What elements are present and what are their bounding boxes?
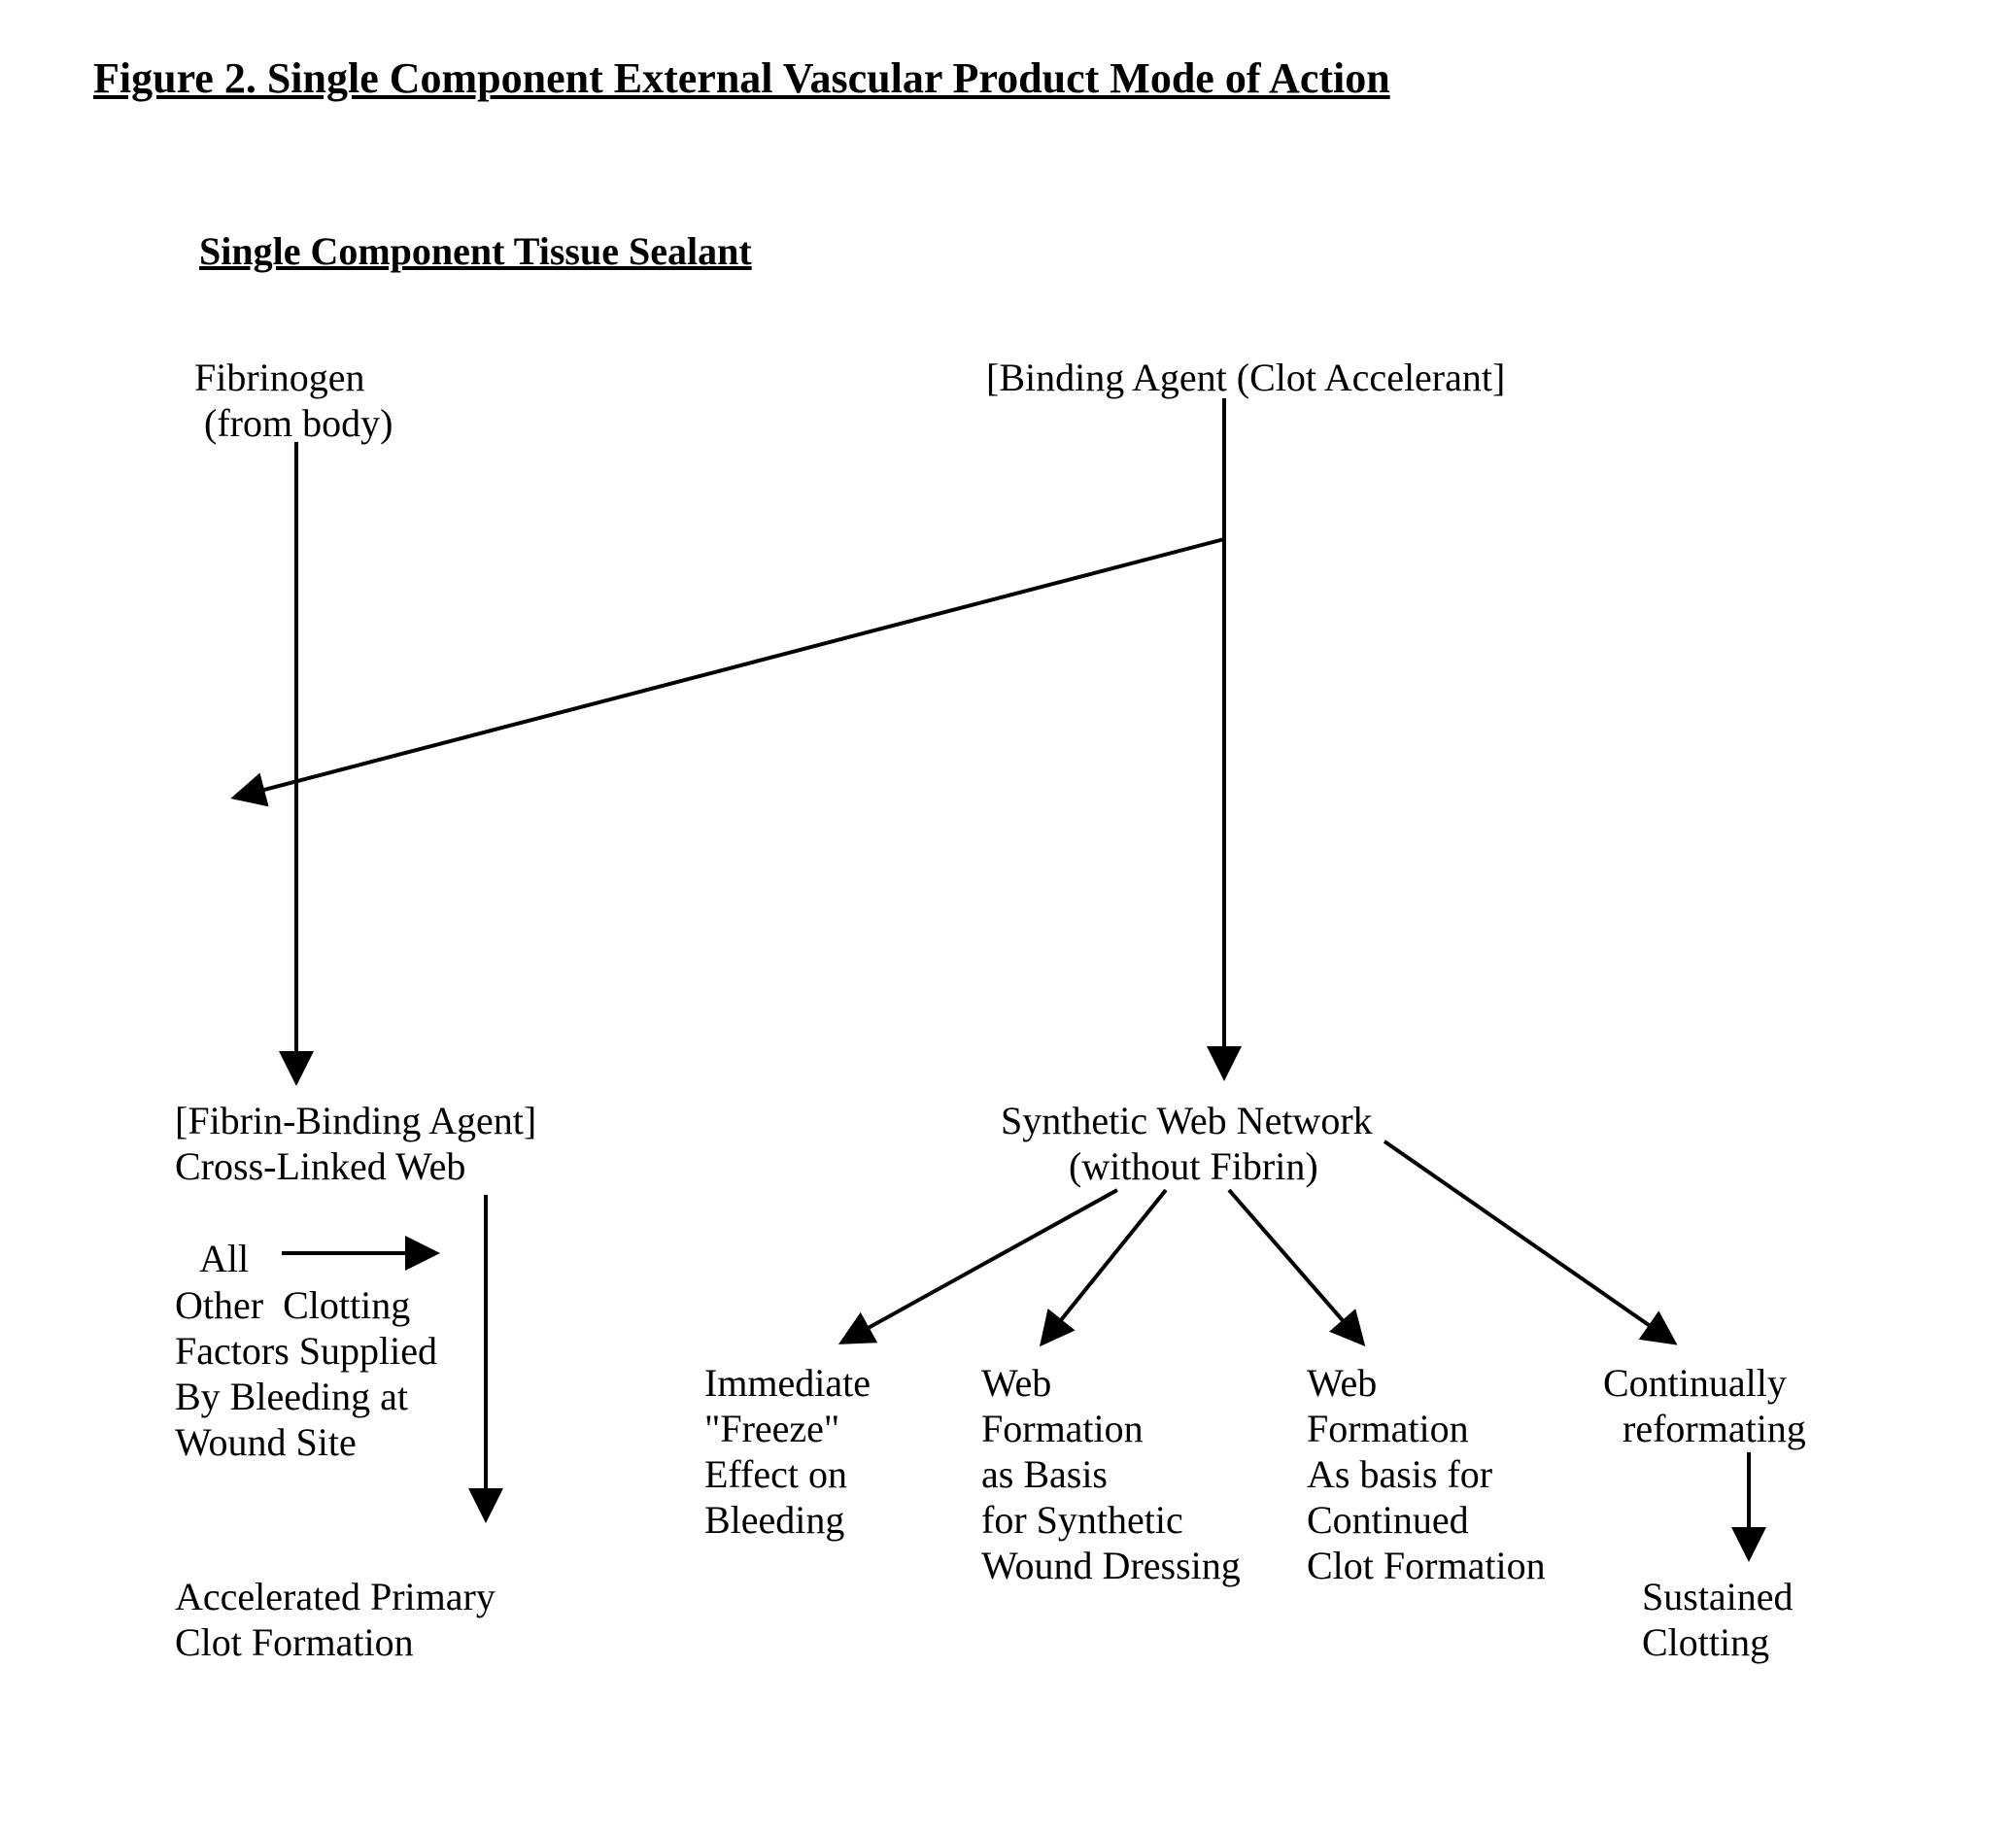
- node-other-factors: Other Clotting Factors Supplied By Bleed…: [175, 1282, 437, 1465]
- node-fibrinogen: Fibrinogen (from body): [194, 355, 393, 446]
- node-continually-reformating: Continually reformating: [1603, 1360, 1806, 1451]
- edge-synth_a: [845, 1190, 1117, 1341]
- node-fibrin-web: [Fibrin-Binding Agent] Cross-Linked Web: [175, 1098, 536, 1189]
- node-web-continued: Web Formation As basis for Continued Clo…: [1307, 1360, 1546, 1588]
- figure-page: Figure 2. Single Component External Vasc…: [0, 0, 2016, 1837]
- node-all: All: [199, 1236, 249, 1281]
- figure-subtitle: Single Component Tissue Sealant: [199, 228, 752, 274]
- node-web-synthetic: Web Formation as Basis for Synthetic Wou…: [981, 1360, 1241, 1588]
- edge-binding_diag: [238, 539, 1224, 797]
- node-synthetic-web: Synthetic Web Network (without Fibrin): [1001, 1098, 1373, 1189]
- node-freeze: Immediate "Freeze" Effect on Bleeding: [704, 1360, 871, 1543]
- node-accelerated-clot: Accelerated Primary Clot Formation: [175, 1574, 495, 1665]
- node-binding-agent: [Binding Agent (Clot Accelerant]: [986, 355, 1505, 400]
- edge-synth_d: [1384, 1141, 1671, 1341]
- edge-synth_b: [1044, 1190, 1166, 1341]
- edge-synth_c: [1229, 1190, 1360, 1341]
- figure-title: Figure 2. Single Component External Vasc…: [93, 53, 1390, 103]
- node-sustained-clotting: Sustained Clotting: [1642, 1574, 1794, 1665]
